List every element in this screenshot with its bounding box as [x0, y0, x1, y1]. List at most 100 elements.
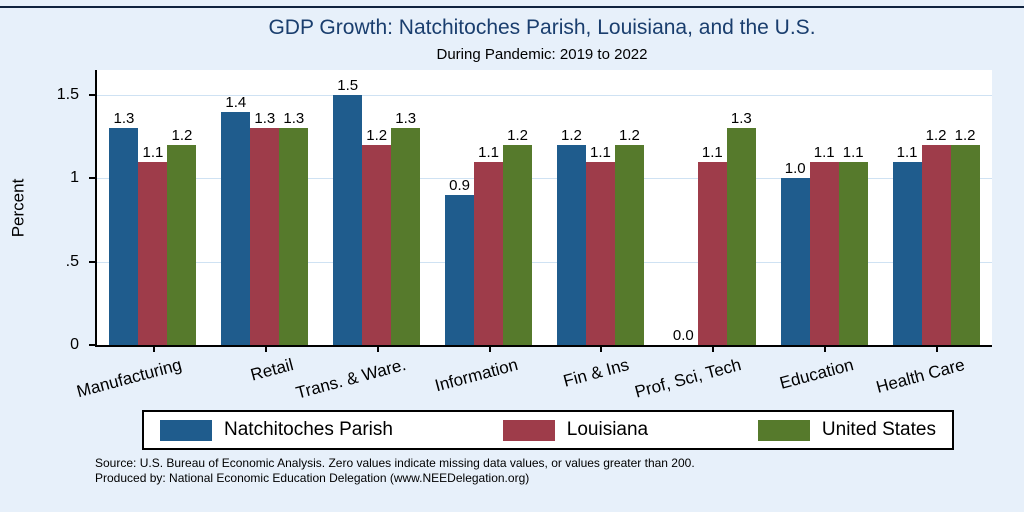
bar-value-label: 1.1	[701, 143, 723, 161]
bar-group: 1.2 1.1 1.2	[545, 70, 657, 352]
bar-group: 1.1 1.2 1.2	[880, 70, 992, 352]
bar-column: 1.2	[556, 70, 586, 345]
bar	[109, 128, 139, 345]
bar-column: 1.3	[109, 70, 139, 345]
bar-column: 1.2	[950, 70, 980, 345]
bar	[838, 161, 868, 345]
bar-value-label: 1.2	[954, 127, 976, 144]
bar	[167, 145, 197, 345]
y-tick-mark	[89, 260, 95, 263]
bar-column: 1.1	[838, 70, 868, 345]
bar-column: 0.0	[669, 70, 698, 345]
bar	[614, 145, 644, 345]
bar-value-label: 1.1	[896, 143, 918, 161]
bars-area: 1.3 1.1 1.2 1.4 1.3 1.3 1.5 1.2 1.3 0.9 1.1 1.2 1.2 1…	[97, 70, 992, 352]
bar	[138, 161, 168, 345]
bar-value-label: 1.1	[590, 143, 611, 161]
bar-column: 1.2	[614, 70, 644, 345]
gridline	[97, 261, 992, 263]
y-tick-label: .5	[65, 252, 79, 270]
bar	[474, 161, 504, 345]
bar	[585, 161, 615, 345]
bar-group: 1.3 1.1 1.2	[97, 70, 209, 352]
y-tick-mark	[89, 94, 95, 96]
bar-group: 0.0 1.1 1.3	[656, 70, 768, 352]
x-axis-labels: Manufacturing Retail Trans. & Ware. Informa…	[75, 347, 990, 405]
x-axis-label: Information	[432, 355, 520, 396]
bar	[333, 95, 363, 345]
bar-value-label: 1.5	[337, 77, 359, 94]
bar-value-label: 1.2	[366, 127, 388, 144]
chart-title: GDP Growth: Natchitoches Parish, Louisia…	[268, 16, 816, 39]
x-tick-mark	[376, 347, 379, 352]
legend-swatch-louisiana	[502, 419, 555, 441]
bar-column: 0.9	[445, 70, 475, 345]
gridline	[97, 95, 992, 96]
x-axis-label: Fin & Ins	[561, 355, 632, 391]
bar-column: 1.3	[279, 70, 309, 345]
x-tick-mark	[600, 347, 603, 352]
bar	[780, 178, 810, 345]
produced-by-line: Produced by: National Economic Education…	[95, 471, 530, 485]
gridlines	[97, 70, 992, 345]
x-axis-label: Manufacturing	[74, 355, 184, 402]
legend: Natchitoches Parish Louisiana United Sta…	[142, 410, 954, 450]
bar-group: 1.5 1.2 1.3	[321, 70, 433, 352]
bar	[391, 128, 421, 345]
bar-column: 1.2	[503, 70, 533, 345]
bar-value-label: 1.0	[784, 160, 806, 178]
y-tick-label: 1.5	[56, 86, 79, 103]
x-tick-mark	[824, 347, 827, 352]
x-tick-mark	[488, 347, 491, 352]
bar-column: 1.3	[726, 70, 756, 345]
source-notes: Source: U.S. Bureau of Economic Analysis…	[95, 456, 695, 486]
bar-value-label: 1.4	[225, 93, 247, 111]
x-axis-label: Education	[777, 355, 856, 393]
bar-column: 1.1	[809, 70, 839, 345]
bar-group: 0.9 1.1 1.2	[433, 70, 545, 352]
bar-value-label: 0.0	[672, 327, 694, 344]
x-axis-label: Health Care	[874, 355, 967, 397]
bar-column: 1.5	[333, 70, 363, 345]
bar-value-label: 1.3	[113, 110, 135, 128]
bar	[445, 195, 475, 345]
bar	[921, 145, 951, 345]
bar	[362, 145, 392, 345]
x-tick-mark	[936, 347, 939, 352]
bar-value-label: 1.2	[171, 127, 193, 144]
bar-column: 1.1	[585, 70, 615, 345]
top-rule	[0, 6, 1024, 8]
x-axis-label: Prof, Sci, Tech	[632, 355, 744, 402]
bar	[726, 128, 756, 345]
bar	[809, 161, 839, 345]
bar-value-label: 0.9	[449, 177, 470, 194]
bar-column: 1.2	[362, 70, 392, 345]
legend-swatch-natchitoches-parish	[160, 419, 212, 441]
bar-value-label: 1.1	[842, 143, 864, 161]
legend-label: Louisiana	[566, 419, 649, 440]
bar-column: 1.2	[921, 70, 951, 345]
bar-value-label: 1.2	[507, 127, 528, 144]
x-tick-mark	[712, 347, 715, 352]
gridline	[97, 178, 992, 180]
bar-group: 1.4 1.3 1.3	[209, 70, 321, 352]
bar	[950, 145, 980, 345]
legend-entry-louisiana: Louisiana	[502, 419, 649, 441]
y-tick-mark	[89, 177, 95, 180]
bar-value-label: 1.2	[925, 127, 947, 144]
bar	[503, 145, 533, 345]
bar-column: 1.2	[167, 70, 197, 345]
x-axis-label: Trans. & Ware.	[293, 355, 408, 403]
legend-label: Natchitoches Parish	[224, 419, 393, 440]
bar-value-label: 1.1	[813, 143, 835, 161]
bar-value-label: 1.3	[395, 110, 417, 128]
legend-label: United States	[821, 419, 936, 440]
bar-column: 1.1	[138, 70, 168, 345]
bar-column: 1.0	[780, 70, 810, 345]
legend-entry-united-states: United States	[757, 419, 936, 441]
chart-subtitle: During Pandemic: 2019 to 2022	[436, 46, 648, 63]
x-tick-mark	[152, 347, 155, 352]
bar-value-label: 1.1	[142, 143, 164, 161]
bar-value-label: 1.3	[283, 110, 305, 128]
